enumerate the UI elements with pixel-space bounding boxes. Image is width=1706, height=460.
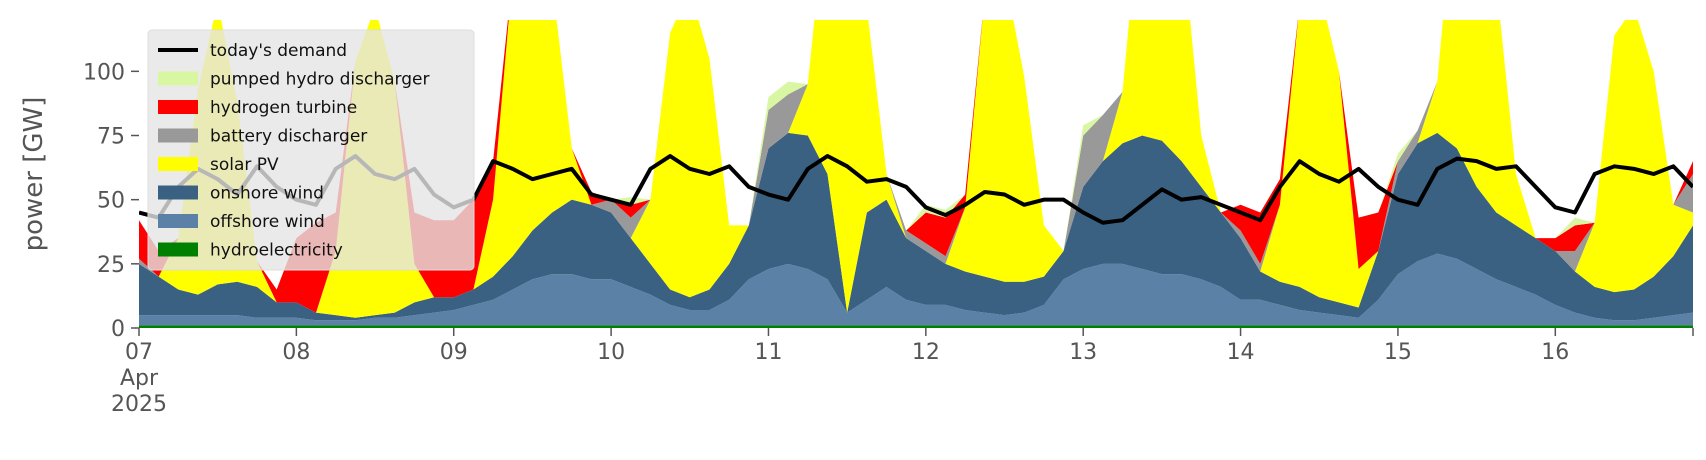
x-tick-label: 07 Apr 2025 bbox=[111, 340, 167, 417]
legend-label: onshore wind bbox=[210, 184, 324, 204]
legend-swatch bbox=[158, 100, 198, 114]
legend-swatch bbox=[158, 128, 198, 143]
legend-swatch bbox=[158, 185, 198, 200]
x-tick-label: 10 bbox=[597, 340, 626, 365]
legend-swatch bbox=[158, 71, 198, 86]
legend-label: battery discharger bbox=[210, 127, 367, 147]
x-tick-label: 12 bbox=[911, 340, 940, 365]
axes: 0 25 50 75 100 bbox=[83, 60, 1694, 342]
legend-label: hydroelectricity bbox=[210, 241, 343, 261]
y-tick-label: 25 bbox=[97, 253, 125, 278]
legend-label: pumped hydro discharger bbox=[210, 70, 429, 90]
x-tick-label: 14 bbox=[1226, 340, 1255, 365]
area bbox=[139, 20, 1693, 318]
legend-label: hydrogen turbine bbox=[210, 98, 357, 118]
legend-label: today's demand bbox=[210, 41, 347, 61]
area bbox=[139, 253, 1693, 326]
x-tick-label: 16 bbox=[1541, 340, 1570, 365]
area bbox=[139, 20, 1693, 313]
y-tick-label: 0 bbox=[111, 317, 125, 342]
area bbox=[139, 132, 1693, 321]
x-tick-label: 15 bbox=[1383, 340, 1412, 365]
legend-swatch bbox=[158, 214, 198, 228]
area bbox=[139, 325, 1693, 328]
x-tick-label: 13 bbox=[1069, 340, 1098, 365]
x-tick-label: 08 bbox=[282, 340, 311, 365]
legend-label: offshore wind bbox=[210, 212, 325, 232]
legend-label: solar PV bbox=[210, 155, 279, 175]
y-tick-label: 75 bbox=[97, 125, 125, 150]
y-axis-label: power [GW] bbox=[19, 97, 49, 252]
x-tick-label: 11 bbox=[754, 340, 783, 365]
legend-swatch bbox=[158, 242, 198, 257]
x-tick-label: 09 bbox=[439, 340, 468, 365]
y-tick-label: 100 bbox=[83, 60, 125, 85]
legend-swatch bbox=[158, 157, 198, 171]
legend-box bbox=[147, 29, 475, 271]
y-tick-label: 50 bbox=[97, 189, 125, 214]
legend: today's demand pumped hydro discharger hyd… bbox=[147, 29, 475, 271]
